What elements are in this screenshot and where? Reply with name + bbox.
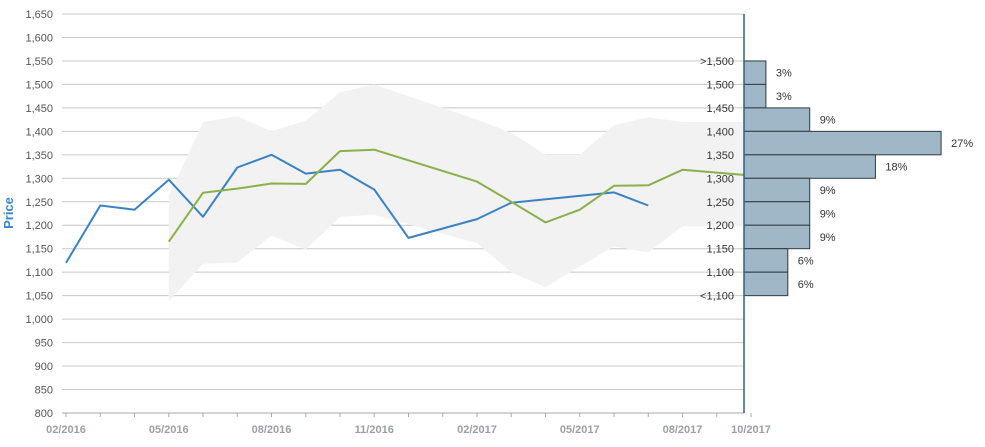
y-tick-label: 1,100 — [25, 267, 53, 279]
histogram-bin-label: 1,300 — [706, 173, 734, 185]
histogram-percent-label: 9% — [820, 185, 836, 197]
histogram-bin-label: 1,150 — [706, 244, 734, 256]
x-tick-label: 08/2016 — [252, 424, 292, 436]
histogram-bar — [743, 271, 789, 297]
y-tick-label: 1,150 — [25, 244, 53, 256]
x-tick-label: 05/2017 — [560, 424, 600, 436]
histogram-percent-label: 6% — [798, 255, 814, 267]
y-tick-label: 800 — [35, 408, 53, 420]
y-tick-label: 1,300 — [25, 173, 53, 185]
histogram-bin-label: 1,100 — [706, 267, 734, 279]
y-tick-label: 1,650 — [25, 9, 53, 21]
histogram-bar — [743, 154, 876, 179]
histogram-bin-label: 1,250 — [706, 197, 734, 209]
axes: 800 850 900 950 1,000 1,050 1,100 1,150 1,200 1,2… — [25, 9, 770, 436]
histogram-percent-label: 27% — [951, 138, 973, 150]
histogram-bar — [743, 60, 767, 85]
histogram-percent-label: 3% — [776, 68, 792, 80]
y-tick-label: 1,550 — [25, 56, 53, 68]
y-tick-label: 1,200 — [25, 220, 53, 232]
y-tick-label: 1,250 — [25, 197, 53, 209]
histogram-percent-label: 9% — [820, 209, 836, 221]
range-band-area — [168, 84, 762, 302]
y-tick-label: 1,500 — [25, 79, 53, 91]
y-tick-label: 1,600 — [25, 32, 53, 44]
price-range-band — [168, 84, 762, 302]
histogram-percent-label: 6% — [798, 279, 814, 291]
y-tick-label: 1,000 — [25, 314, 53, 326]
histogram-bin-label: <1,100 — [700, 291, 734, 303]
histogram-percent-label: 9% — [820, 115, 836, 127]
histogram-bar — [743, 248, 789, 273]
series-line-blue — [65, 153, 649, 264]
histogram-bin-label: 1,200 — [706, 220, 734, 232]
histogram-percent-label: 18% — [885, 162, 907, 174]
y-tick-label: 900 — [35, 361, 53, 373]
x-tick-label: 02/2017 — [457, 424, 497, 436]
histogram-bar — [743, 107, 811, 132]
distribution-histogram: 3% >1,500 3% 1,500 9% 1,450 27% 1,400 18% 1,350 9%… — [700, 56, 973, 303]
x-tick-label: 11/2016 — [355, 424, 394, 436]
histogram-bin-label: 1,350 — [706, 150, 734, 162]
histogram-bin-label: >1,500 — [700, 56, 734, 68]
x-tick-label: 02/2016 — [46, 424, 86, 436]
y-tick-label: 1,050 — [25, 291, 53, 303]
histogram-bar — [743, 130, 942, 156]
y-tick-label: 950 — [35, 338, 53, 350]
series-lines — [65, 148, 762, 264]
histogram-bar — [743, 83, 767, 109]
y-tick-label: 850 — [35, 385, 53, 397]
histogram-bin-label: 1,450 — [706, 103, 734, 115]
histogram-bin-label: 1,400 — [706, 126, 734, 138]
histogram-percent-label: 3% — [776, 91, 792, 103]
y-axis-title: Price — [1, 197, 16, 229]
histogram-bar — [743, 177, 811, 203]
histogram-bin-label: 1,500 — [706, 79, 734, 91]
x-tick-label: 10/2017 — [731, 424, 771, 436]
histogram-bar — [743, 201, 811, 226]
y-tick-label: 1,350 — [25, 150, 53, 162]
y-tick-label: 1,400 — [25, 126, 53, 138]
series-line-green — [167, 148, 762, 243]
x-tick-label: 05/2016 — [149, 424, 189, 436]
histogram-percent-label: 9% — [820, 232, 836, 244]
y-tick-label: 1,450 — [25, 103, 53, 115]
histogram-bar — [743, 224, 811, 250]
x-tick-label: 08/2017 — [663, 424, 703, 436]
